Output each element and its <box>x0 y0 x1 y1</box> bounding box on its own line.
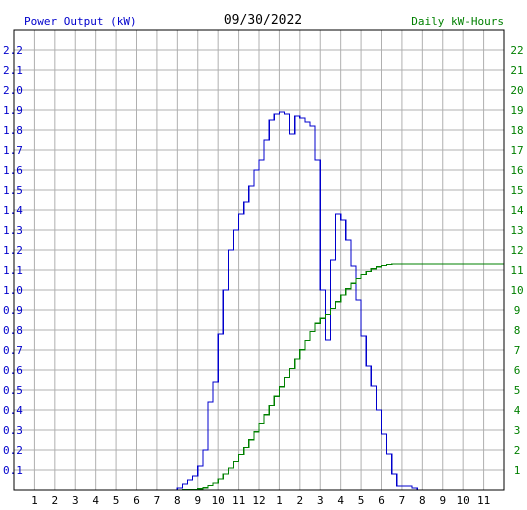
x-tick-label: 1 <box>31 494 38 507</box>
x-tick-label: 4 <box>337 494 344 507</box>
right-tick-label: 16 <box>510 164 523 177</box>
power-output-line <box>172 111 423 491</box>
right-tick-label: 22 <box>510 44 523 57</box>
x-tick-label: 11 <box>232 494 245 507</box>
x-tick-label: 10 <box>212 494 225 507</box>
right-tick-label: 12 <box>510 244 523 257</box>
left-tick-label: 0.6 <box>3 364 23 377</box>
left-tick-label: 1.7 <box>3 144 23 157</box>
x-tick-label: 9 <box>439 494 446 507</box>
series-lines <box>172 111 504 491</box>
x-tick-label: 5 <box>358 494 365 507</box>
right-tick-label: 4 <box>514 404 521 417</box>
right-tick-label: 9 <box>514 304 521 317</box>
right-tick-label: 8 <box>514 324 521 337</box>
x-axis-ticks: 1 2 3 4 5 6 7 8 9 10 11 12 1 2 3 4 5 6 7 8 9 10 11 <box>31 494 490 507</box>
right-tick-label: 11 <box>510 264 523 277</box>
left-tick-label: 2.0 <box>3 84 23 97</box>
x-tick-label: 3 <box>72 494 79 507</box>
x-tick-label: 2 <box>52 494 59 507</box>
right-tick-label: 21 <box>510 64 523 77</box>
right-tick-label: 10 <box>510 284 523 297</box>
right-tick-label: 15 <box>510 184 523 197</box>
left-tick-label: 1.4 <box>3 204 23 217</box>
x-tick-label: 8 <box>174 494 181 507</box>
x-tick-label: 7 <box>399 494 406 507</box>
left-tick-label: 0.1 <box>3 464 23 477</box>
x-tick-label: 9 <box>194 494 201 507</box>
x-tick-label: 3 <box>317 494 324 507</box>
x-tick-label: 2 <box>297 494 304 507</box>
left-tick-label: 1.2 <box>3 244 23 257</box>
left-tick-label: 0.8 <box>3 324 23 337</box>
x-tick-label: 7 <box>154 494 161 507</box>
right-axis-title: Daily kW-Hours <box>411 15 504 28</box>
daily-kwh-line <box>172 263 504 491</box>
chart-date-title: 09/30/2022 <box>224 13 302 28</box>
right-tick-label: 2 <box>514 444 521 457</box>
right-tick-label: 1 <box>514 464 521 477</box>
x-tick-label: 11 <box>477 494 490 507</box>
left-tick-label: 0.5 <box>3 384 23 397</box>
left-tick-label: 1.3 <box>3 224 23 237</box>
right-tick-label: 5 <box>514 384 521 397</box>
left-tick-label: 2.2 <box>3 44 23 57</box>
right-tick-label: 18 <box>510 124 523 137</box>
left-tick-label: 0.3 <box>3 424 23 437</box>
left-tick-label: 1.8 <box>3 124 23 137</box>
x-tick-label: 5 <box>113 494 120 507</box>
x-tick-label: 1 <box>276 494 283 507</box>
x-tick-label: 6 <box>378 494 385 507</box>
x-tick-label: 4 <box>92 494 99 507</box>
left-tick-label: 0.7 <box>3 344 23 357</box>
left-tick-label: 1.5 <box>3 184 23 197</box>
left-axis-ticks: 0.1 0.2 0.3 0.4 0.5 0.6 0.7 0.8 0.9 1.0 1.1 1.2 1.3 1… <box>3 44 23 477</box>
left-tick-label: 1.1 <box>3 264 23 277</box>
left-axis-title: Power Output (kW) <box>24 15 137 28</box>
left-tick-label: 0.4 <box>3 404 23 417</box>
plot-frame <box>13 29 505 491</box>
left-tick-label: 2.1 <box>3 64 23 77</box>
right-tick-label: 13 <box>510 224 523 237</box>
right-tick-label: 14 <box>510 204 524 217</box>
right-tick-label: 17 <box>510 144 523 157</box>
left-tick-label: 1.9 <box>3 104 23 117</box>
right-tick-label: 20 <box>510 84 523 97</box>
x-tick-label: 6 <box>133 494 140 507</box>
left-tick-label: 1.0 <box>3 284 23 297</box>
right-tick-label: 7 <box>514 344 521 357</box>
left-tick-label: 0.2 <box>3 444 23 457</box>
left-tick-label: 0.9 <box>3 304 23 317</box>
grid-lines <box>14 30 504 490</box>
left-tick-label: 1.6 <box>3 164 23 177</box>
right-tick-label: 6 <box>514 364 521 377</box>
x-tick-label: 10 <box>457 494 470 507</box>
x-tick-label: 8 <box>419 494 426 507</box>
right-tick-label: 3 <box>514 424 521 437</box>
right-tick-label: 19 <box>510 104 523 117</box>
x-tick-label: 12 <box>252 494 265 507</box>
